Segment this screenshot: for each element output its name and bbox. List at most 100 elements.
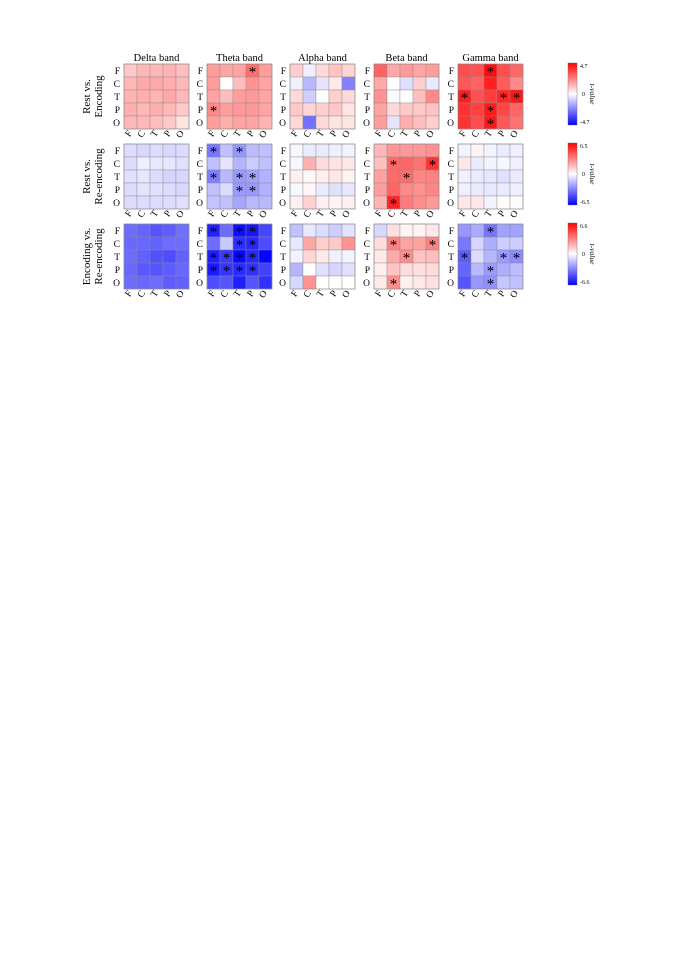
x-tick-label: T [149,129,161,140]
panel-border [373,143,440,210]
heatmap-cell [328,143,343,158]
heatmap-cell [123,115,138,130]
heatmap-cell [302,195,317,210]
heatmap-cell [425,63,440,78]
heatmap-cell [412,169,427,184]
heatmap-cell [289,115,304,130]
x-tick-label: T [315,209,327,220]
heatmap-cell [136,182,151,197]
heatmap-cell [509,182,524,197]
heatmap-cell [509,236,524,251]
panel-border [373,63,440,130]
heatmap-cell [496,169,511,184]
significance-star: * [236,238,244,254]
heatmap-cell [162,143,177,158]
heatmap-cell [386,115,401,130]
heatmap-cell [412,223,427,238]
colorbar-gradient [567,62,578,126]
heatmap-cell [258,63,273,78]
heatmap-cell [328,182,343,197]
heatmap-cell [315,156,330,171]
heatmap-cell [258,76,273,91]
heatmap-cell [315,143,330,158]
heatmap-cell [457,115,472,130]
heatmap-cell [149,275,164,290]
significance-star: * [487,104,495,120]
heatmap-cell [341,76,356,91]
significance-star: * [461,91,469,107]
x-tick-label: C [386,289,398,300]
panel-border [457,223,524,290]
heatmap-cell [289,63,304,78]
x-tick-label: P [329,289,340,299]
heatmap-cell [373,262,388,277]
panel-border [289,63,356,130]
heatmap-cell [162,89,177,104]
heatmap-cell [123,143,138,158]
heatmap-cell [162,223,177,238]
heatmap-cell [425,275,440,290]
heatmap-cell [341,102,356,117]
heatmap-cell [162,169,177,184]
band-title: Delta band [134,53,181,64]
heatmap-cell [302,102,317,117]
heatmap-cell [399,156,414,171]
heatmap-cell [425,143,440,158]
heatmap-cell [509,63,524,78]
heatmap-cell [341,115,356,130]
heatmap-cell [219,143,234,158]
heatmap-cell [315,249,330,264]
row-label: Encoding vs.Re-encoding [81,228,105,286]
heatmap-cell [289,262,304,277]
band-title: Beta band [385,53,428,64]
heatmap-cell [509,169,524,184]
x-tick-label: F [207,209,218,219]
heatmap-cell [175,275,190,290]
x-tick-label: C [136,209,148,220]
y-tick-label: P [281,266,286,276]
heatmap-cell [425,89,440,104]
heatmap-cell [175,89,190,104]
heatmap-cell [412,156,427,171]
x-tick-label: F [374,289,385,299]
heatmap-cell [373,156,388,171]
colorbar-min-label: -4.7 [580,120,590,126]
heatmap-cell [412,249,427,264]
x-tick-label: P [413,289,424,299]
heatmap-cell [509,156,524,171]
colorbar-gradient [567,222,578,286]
x-tick-label: P [163,129,174,139]
heatmap-cell [123,89,138,104]
heatmap-cell [496,115,511,130]
heatmap-cell [289,249,304,264]
heatmap-cell [412,115,427,130]
heatmap-cell [341,89,356,104]
y-tick-label: O [196,199,203,209]
heatmap-cell [289,169,304,184]
x-tick-label: C [302,289,314,300]
heatmap-cell [457,63,472,78]
x-tick-label: T [483,129,495,140]
heatmap-cell [175,156,190,171]
significance-star: * [487,117,495,133]
y-tick-label: O [363,279,370,289]
y-tick-label: F [281,227,286,237]
x-tick-label: P [497,289,508,299]
heatmap-cell [470,63,485,78]
x-tick-label: O [175,289,187,300]
x-tick-label: C [219,209,231,220]
heatmap-cell [302,249,317,264]
significance-star: * [390,158,398,174]
x-tick-label: C [136,289,148,300]
heatmap-cell [386,182,401,197]
colorbar-max-label: 4.7 [580,64,588,70]
x-tick-label: T [483,209,495,220]
x-tick-label: P [413,209,424,219]
heatmap-cell [412,262,427,277]
x-tick-label: O [509,209,521,220]
